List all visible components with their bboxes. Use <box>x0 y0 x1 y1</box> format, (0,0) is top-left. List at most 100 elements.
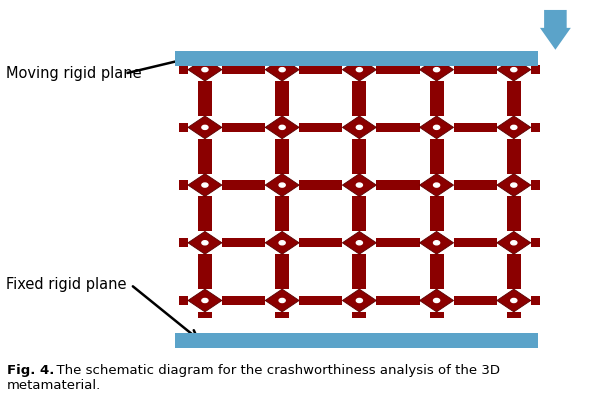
Polygon shape <box>419 174 454 197</box>
Circle shape <box>202 68 208 72</box>
Bar <box>507 254 521 289</box>
Circle shape <box>202 125 208 129</box>
Bar <box>377 296 419 305</box>
Circle shape <box>434 68 440 72</box>
Circle shape <box>434 183 440 187</box>
Polygon shape <box>265 58 299 81</box>
Bar <box>352 312 366 318</box>
Bar <box>299 123 342 132</box>
Bar <box>275 81 289 116</box>
Bar <box>222 123 265 132</box>
Bar <box>531 238 540 248</box>
Bar <box>531 123 540 132</box>
Polygon shape <box>368 76 428 121</box>
Circle shape <box>511 298 517 302</box>
Bar <box>175 51 538 66</box>
Polygon shape <box>368 249 428 295</box>
Polygon shape <box>188 174 222 197</box>
Polygon shape <box>497 58 531 81</box>
Polygon shape <box>368 191 428 237</box>
Bar <box>429 139 444 174</box>
Bar <box>198 254 212 289</box>
Polygon shape <box>188 289 222 312</box>
Bar <box>429 81 444 116</box>
Circle shape <box>279 298 285 302</box>
Circle shape <box>356 68 362 72</box>
Bar <box>222 296 265 305</box>
Polygon shape <box>291 249 350 295</box>
Polygon shape <box>368 133 428 179</box>
Bar <box>222 180 265 190</box>
Circle shape <box>279 68 285 72</box>
Bar <box>179 296 188 305</box>
Bar <box>198 197 212 231</box>
Bar <box>429 197 444 231</box>
Bar <box>198 81 212 116</box>
Bar <box>377 180 419 190</box>
Bar <box>275 312 289 318</box>
Polygon shape <box>214 249 273 295</box>
Circle shape <box>202 183 208 187</box>
Polygon shape <box>419 289 454 312</box>
Bar <box>377 123 419 132</box>
Circle shape <box>202 241 208 245</box>
FancyArrow shape <box>540 10 571 50</box>
Bar <box>352 139 366 174</box>
Bar <box>454 296 497 305</box>
Circle shape <box>511 241 517 245</box>
Bar <box>275 139 289 174</box>
Bar <box>454 180 497 190</box>
Bar <box>222 238 265 248</box>
Polygon shape <box>342 174 377 197</box>
Polygon shape <box>419 116 454 139</box>
Polygon shape <box>342 58 377 81</box>
Bar <box>507 81 521 116</box>
Polygon shape <box>446 249 505 295</box>
Bar <box>352 197 366 231</box>
Bar <box>507 312 521 318</box>
Polygon shape <box>497 116 531 139</box>
Polygon shape <box>446 133 505 179</box>
Circle shape <box>434 241 440 245</box>
Text: The schematic diagram for the crashworthiness analysis of the 3D: The schematic diagram for the crashworth… <box>48 365 500 377</box>
Polygon shape <box>214 191 273 237</box>
Bar <box>377 238 419 248</box>
Polygon shape <box>419 231 454 254</box>
Polygon shape <box>265 289 299 312</box>
Bar <box>275 197 289 231</box>
Polygon shape <box>497 174 531 197</box>
Text: Fixed rigid plane: Fixed rigid plane <box>6 277 127 292</box>
Bar <box>179 123 188 132</box>
Bar <box>429 254 444 289</box>
Polygon shape <box>265 174 299 197</box>
Bar <box>198 52 212 58</box>
Bar <box>352 81 366 116</box>
Bar <box>507 52 521 58</box>
Polygon shape <box>188 58 222 81</box>
Bar <box>198 139 212 174</box>
Bar <box>198 312 212 318</box>
Polygon shape <box>342 231 377 254</box>
Circle shape <box>202 298 208 302</box>
Circle shape <box>434 125 440 129</box>
Bar <box>299 238 342 248</box>
Bar <box>531 296 540 305</box>
Bar <box>507 197 521 231</box>
Text: Moving rigid plane: Moving rigid plane <box>6 66 141 81</box>
Bar <box>275 52 289 58</box>
Polygon shape <box>214 76 273 121</box>
Polygon shape <box>291 133 350 179</box>
Bar <box>454 238 497 248</box>
Polygon shape <box>446 76 505 121</box>
Bar <box>179 180 188 190</box>
Circle shape <box>279 125 285 129</box>
Polygon shape <box>342 289 377 312</box>
Polygon shape <box>497 289 531 312</box>
Bar <box>299 296 342 305</box>
Polygon shape <box>497 231 531 254</box>
Polygon shape <box>291 191 350 237</box>
Bar <box>454 123 497 132</box>
Polygon shape <box>188 231 222 254</box>
Bar <box>531 180 540 190</box>
Polygon shape <box>419 58 454 81</box>
